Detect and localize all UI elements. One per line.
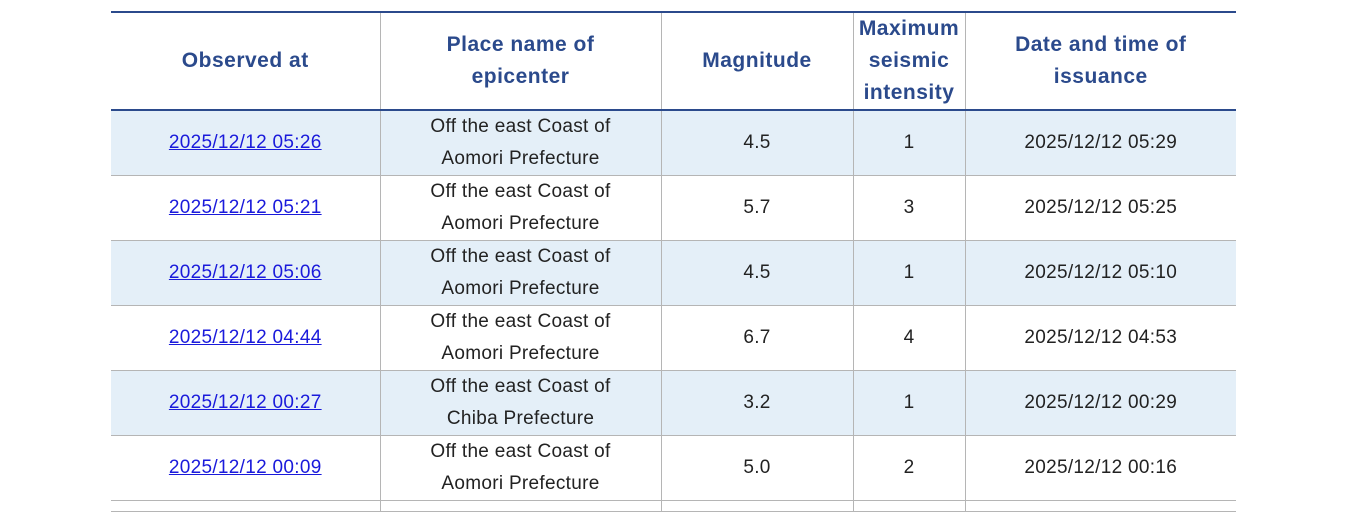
cell-text: Off the east Coast of Aomori Prefecture	[430, 116, 611, 169]
cell-text: Off the east Coast of Aomori Prefecture	[430, 181, 611, 234]
table-cell: 2025/12/12 05:10	[964, 240, 1236, 306]
cell-text: 5.7	[743, 197, 771, 218]
header-text: Observed at	[181, 49, 309, 72]
table-row: 2025/12/12 04:44 Off the east Coast of Ao…	[111, 305, 1236, 371]
table-cell: Off the east Coast of Aomori Prefecture	[379, 305, 661, 371]
cell-text: Off the east Coast of Aomori Prefecture	[430, 441, 611, 494]
table-cell: 2025/12/12 05:29	[964, 110, 1236, 176]
table-cell: 5.0	[660, 435, 853, 501]
cell-text: 2025/12/12 00:16	[1024, 457, 1178, 478]
header-cell: Place name of epicenter	[379, 11, 661, 111]
table-cell: 2	[852, 435, 965, 501]
cell-text: 6.7	[743, 327, 771, 348]
cell-text: Off the east Coast of Aomori Prefecture	[430, 311, 611, 364]
empty-cell	[852, 500, 965, 512]
earthquake-table: Observed at Place name of epicenter Magnit…	[111, 11, 1236, 512]
cell-text: 2025/12/12 05:29	[1024, 132, 1178, 153]
header-text: Place name of epicenter	[446, 33, 595, 88]
header-cell: Magnitude	[660, 11, 853, 111]
table-cell: 5.7	[660, 175, 853, 241]
cell-text: 1	[903, 262, 915, 283]
table-cell: Off the east Coast of Aomori Prefecture	[379, 175, 661, 241]
cell-text: 4	[903, 327, 915, 348]
cell-text: 2025/12/12 00:29	[1024, 392, 1178, 413]
table-row: 2025/12/12 00:09 Off the east Coast of Ao…	[111, 435, 1236, 501]
table-cell: 3.2	[660, 370, 853, 436]
table-body: 2025/12/12 05:26 Off the east Coast of Ao…	[111, 110, 1236, 512]
table-cell: Off the east Coast of Aomori Prefecture	[379, 435, 661, 501]
table-cell: 2025/12/12 00:29	[964, 370, 1236, 436]
cell-text: 3	[903, 197, 915, 218]
table-row: 2025/12/12 00:27 Off the east Coast of Ch…	[111, 370, 1236, 436]
cell-text: 4.5	[743, 262, 771, 283]
cell-text: 2025/12/12 05:25	[1024, 197, 1178, 218]
table-row: 2025/12/12 05:21 Off the east Coast of Ao…	[111, 175, 1236, 241]
table-cell: 1	[852, 240, 965, 306]
table-wrap: Observed at Place name of epicenter Magnit…	[111, 11, 1236, 512]
observed-link[interactable]: 2025/12/12 05:21	[168, 197, 322, 218]
table-cell: 2025/12/12 05:25	[964, 175, 1236, 241]
header-cell: Maximum seismic intensity	[852, 11, 965, 111]
cell-text: 1	[903, 392, 915, 413]
table-cell: 2025/12/12 04:44	[111, 305, 380, 371]
table-cell: Off the east Coast of Aomori Prefecture	[379, 240, 661, 306]
table-cell: 2025/12/12 05:26	[111, 110, 380, 176]
table-cell: Off the east Coast of Chiba Prefecture	[379, 370, 661, 436]
header-row: Observed at Place name of epicenter Magnit…	[111, 11, 1236, 111]
table-cell: 2025/12/12 04:53	[964, 305, 1236, 371]
table-row: 2025/12/12 05:26 Off the east Coast of Ao…	[111, 110, 1236, 176]
table-cell: 4.5	[660, 110, 853, 176]
cell-text: 2025/12/12 05:10	[1024, 262, 1178, 283]
table-cell: 2025/12/12 05:21	[111, 175, 380, 241]
observed-link[interactable]: 2025/12/12 00:09	[168, 457, 322, 478]
table-cell: Off the east Coast of Aomori Prefecture	[379, 110, 661, 176]
cell-text: 2025/12/12 04:53	[1024, 327, 1178, 348]
empty-cell	[660, 500, 853, 512]
partial-row	[111, 500, 1236, 512]
table-cell: 6.7	[660, 305, 853, 371]
cell-text: 5.0	[743, 457, 771, 478]
cell-text: 2	[903, 457, 915, 478]
table-cell: 2025/12/12 00:09	[111, 435, 380, 501]
cell-text: Off the east Coast of Aomori Prefecture	[430, 246, 611, 299]
header-cell: Date and time of issuance	[964, 11, 1236, 111]
observed-link[interactable]: 2025/12/12 00:27	[168, 392, 322, 413]
header-text: Magnitude	[702, 49, 812, 72]
table-cell: 1	[852, 370, 965, 436]
observed-link[interactable]: 2025/12/12 05:26	[168, 132, 322, 153]
table-cell: 1	[852, 110, 965, 176]
header-cell: Observed at	[111, 11, 380, 111]
empty-cell	[379, 500, 661, 512]
observed-link[interactable]: 2025/12/12 04:44	[168, 327, 322, 348]
cell-text: Off the east Coast of Chiba Prefecture	[430, 376, 611, 429]
empty-cell	[111, 500, 380, 512]
table-cell: 2025/12/12 05:06	[111, 240, 380, 306]
table-cell: 2025/12/12 00:27	[111, 370, 380, 436]
observed-link[interactable]: 2025/12/12 05:06	[168, 262, 322, 283]
header-text: Date and time of issuance	[1015, 33, 1187, 88]
header-text: Maximum seismic intensity	[858, 17, 960, 104]
cell-text: 3.2	[743, 392, 771, 413]
cell-text: 4.5	[743, 132, 771, 153]
table-cell: 4	[852, 305, 965, 371]
table-cell: 3	[852, 175, 965, 241]
table-cell: 2025/12/12 00:16	[964, 435, 1236, 501]
table-cell: 4.5	[660, 240, 853, 306]
empty-cell	[964, 500, 1236, 512]
cell-text: 1	[903, 132, 915, 153]
table-row: 2025/12/12 05:06 Off the east Coast of Ao…	[111, 240, 1236, 306]
